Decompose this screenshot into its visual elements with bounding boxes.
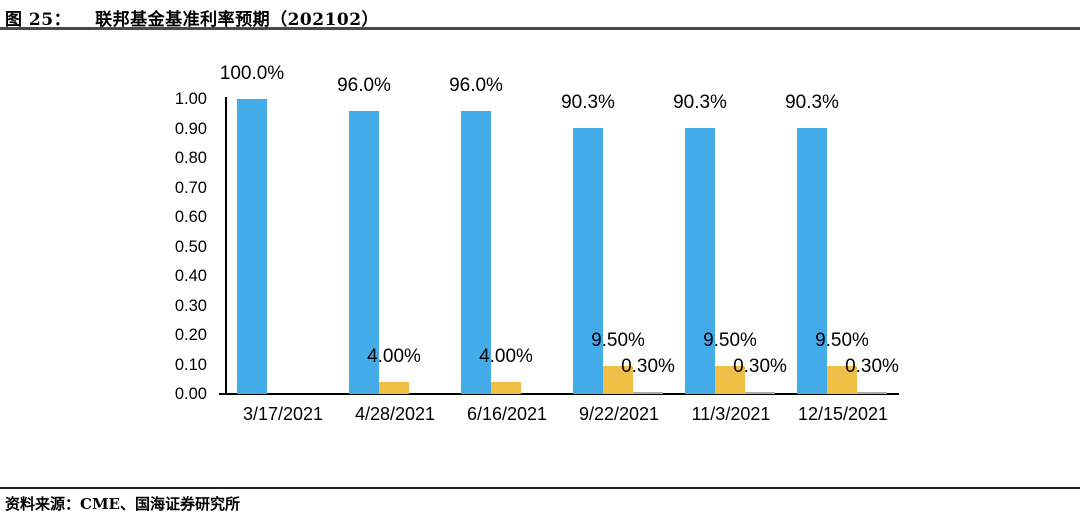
data-label: 100.0% bbox=[219, 63, 285, 84]
gray-series-bar bbox=[745, 391, 775, 394]
figure-name: 联邦基金基准利率预期（202102） bbox=[95, 10, 380, 30]
y-axis-tick-label: 1.00 bbox=[174, 90, 207, 108]
blue-series-bar bbox=[797, 127, 827, 394]
yellow-series-bar bbox=[603, 365, 633, 394]
gray-series-bar bbox=[857, 391, 887, 394]
figure-number: 图 25： bbox=[5, 10, 72, 30]
y-axis-tick-label: 0.80 bbox=[174, 149, 207, 167]
y-axis-tick-label: 0.00 bbox=[174, 385, 207, 403]
x-axis-label: 12/15/2021 bbox=[797, 404, 889, 424]
source-label: 资料来源： bbox=[5, 495, 81, 513]
footer-divider bbox=[0, 487, 1080, 489]
y-axis-line bbox=[225, 97, 227, 395]
y-axis-tick-label: 0.10 bbox=[174, 355, 207, 374]
yellow-series-bar bbox=[827, 365, 857, 394]
y-axis-tick-label: 0.50 bbox=[174, 237, 207, 256]
data-label: 9.50% bbox=[815, 329, 869, 351]
x-axis-label: 9/22/2021 bbox=[578, 404, 660, 424]
y-axis-tick-label: 0.20 bbox=[174, 326, 207, 344]
title-divider bbox=[0, 27, 1080, 30]
data-label: 0.30% bbox=[845, 355, 899, 377]
data-label: 90.3% bbox=[561, 91, 615, 113]
blue-series-bar bbox=[461, 110, 491, 394]
yellow-series-bar bbox=[491, 382, 521, 394]
blue-series-bar bbox=[237, 99, 267, 394]
data-label: 9.50% bbox=[703, 329, 757, 351]
x-axis-label: 6/16/2021 bbox=[466, 404, 548, 424]
x-axis-line bbox=[219, 393, 899, 395]
y-axis-tick-label: 0.70 bbox=[174, 178, 207, 197]
y-axis-tick-label: 0.30 bbox=[174, 296, 207, 315]
data-label: 9.50% bbox=[591, 329, 645, 351]
data-label: 96.0% bbox=[337, 74, 391, 96]
data-label: 0.30% bbox=[733, 355, 787, 377]
data-label: 96.0% bbox=[449, 74, 503, 96]
x-axis-label: 3/17/2021 bbox=[242, 404, 324, 424]
data-label: 4.00% bbox=[367, 346, 421, 368]
blue-series-bar bbox=[573, 127, 603, 394]
source-text: CME、国海证券研究所 bbox=[80, 495, 240, 513]
source-line: 资料来源：CME、国海证券研究所 bbox=[5, 493, 240, 514]
data-label: 0.30% bbox=[621, 355, 675, 377]
yellow-series-bar bbox=[715, 365, 745, 394]
figure-title: 图 25： 联邦基金基准利率预期（202102） bbox=[5, 5, 379, 30]
blue-series-bar bbox=[349, 110, 379, 394]
gray-series-bar bbox=[633, 391, 663, 394]
x-axis-label: 4/28/2021 bbox=[354, 404, 436, 424]
data-label: 90.3% bbox=[785, 91, 839, 113]
data-label: 4.00% bbox=[479, 346, 533, 368]
yellow-series-bar bbox=[379, 382, 409, 394]
blue-series-bar bbox=[685, 127, 715, 394]
x-axis-label: 11/3/2021 bbox=[691, 404, 771, 424]
y-axis-tick-label: 0.60 bbox=[174, 208, 207, 226]
data-label: 90.3% bbox=[673, 91, 727, 113]
y-axis-tick-label: 0.90 bbox=[174, 119, 207, 138]
y-axis-tick-label: 0.40 bbox=[174, 267, 207, 285]
